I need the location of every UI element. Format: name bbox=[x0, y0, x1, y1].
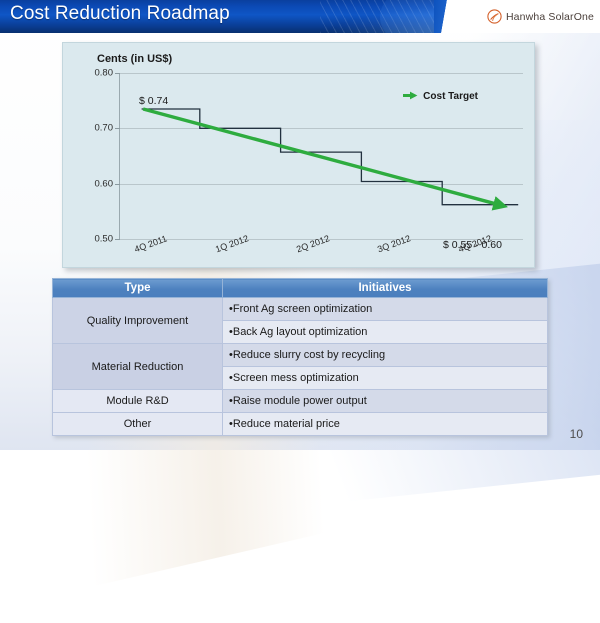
table-body: Quality Improvement •Front Ag screen opti… bbox=[52, 297, 548, 436]
table-cell-type: Module R&D bbox=[52, 389, 223, 413]
y-tick-label: 0.70 bbox=[94, 122, 114, 134]
chart-annotation-start: $ 0.74 bbox=[139, 95, 169, 107]
chart-y-axis-title: Cents (in US$) bbox=[97, 53, 173, 65]
y-tick-mark bbox=[115, 183, 120, 185]
legend-arrow-icon bbox=[403, 87, 418, 105]
chart-legend: Cost Target bbox=[403, 87, 478, 105]
table-cell-type: Quality Improvement bbox=[52, 297, 223, 344]
table-cell-initiative: •Back Ag layout optimization bbox=[222, 320, 548, 344]
y-tick-label: 0.60 bbox=[94, 178, 114, 190]
gridline bbox=[119, 128, 523, 130]
brand-logo-text: Hanwha SolarOne bbox=[505, 10, 594, 23]
cost-step-line bbox=[141, 108, 519, 206]
logo-diagonal-cut bbox=[434, 0, 460, 33]
brand-logo: Hanwha SolarOne bbox=[434, 0, 600, 33]
table-row: •Back Ag layout optimization bbox=[53, 320, 548, 344]
chart-plot-area: 0.50 0.60 0.70 0.80 4Q 2011 1Q 2012 2Q 2012 3Q… bbox=[95, 68, 523, 254]
y-tick-mark bbox=[115, 239, 120, 240]
table-cell-initiative: •Reduce slurry cost by recycling bbox=[222, 343, 548, 367]
slide-header-bar: Cost Reduction Roadmap Hanwha SolarOne bbox=[0, 0, 600, 33]
gridline bbox=[119, 183, 523, 185]
gridline bbox=[119, 73, 523, 74]
legend-label-cost-target: Cost Target bbox=[423, 90, 478, 102]
table-row: Other •Reduce material price bbox=[52, 412, 548, 436]
table-header-type: Type bbox=[52, 278, 223, 298]
page-title: Cost Reduction Roadmap bbox=[10, 3, 230, 24]
gridline bbox=[119, 239, 523, 240]
y-tick-mark bbox=[115, 128, 120, 130]
table-header-initiatives: Initiatives bbox=[222, 278, 548, 298]
table-cell-type: Other bbox=[52, 412, 223, 436]
table-cell-initiative: •Front Ag screen optimization bbox=[222, 297, 548, 321]
hanwha-circle-logo-icon bbox=[486, 8, 503, 25]
table-row: Module R&D •Raise module power output bbox=[52, 389, 548, 413]
table-row: Quality Improvement •Front Ag screen opti… bbox=[52, 297, 548, 344]
y-tick-label: 0.80 bbox=[94, 67, 114, 79]
initiatives-table: Type Initiatives Quality Improvement •Fro… bbox=[52, 278, 548, 436]
table-cell-initiative: •Reduce material price bbox=[222, 412, 548, 436]
cost-roadmap-chart: Cents (in US$) 0.50 0.60 0.70 0.80 4Q 2011 1… bbox=[62, 42, 535, 268]
table-row: Material Reduction •Reduce slurry cost by… bbox=[52, 343, 548, 390]
table-header-row: Type Initiatives bbox=[52, 278, 548, 298]
page-number: 10 bbox=[569, 427, 583, 441]
table-cell-initiative: •Raise module power output bbox=[222, 389, 548, 413]
table-cell-type: Material Reduction bbox=[52, 343, 223, 390]
table-row: •Screen mess optimization bbox=[53, 366, 548, 390]
chart-annotation-end: $ 0.55 - 0.60 bbox=[443, 239, 502, 251]
y-tick-mark bbox=[115, 73, 120, 74]
y-axis-line bbox=[119, 73, 120, 239]
cost-target-arrow bbox=[142, 107, 508, 211]
y-tick-label: 0.50 bbox=[94, 233, 114, 245]
table-cell-initiative: •Screen mess optimization bbox=[222, 366, 548, 390]
